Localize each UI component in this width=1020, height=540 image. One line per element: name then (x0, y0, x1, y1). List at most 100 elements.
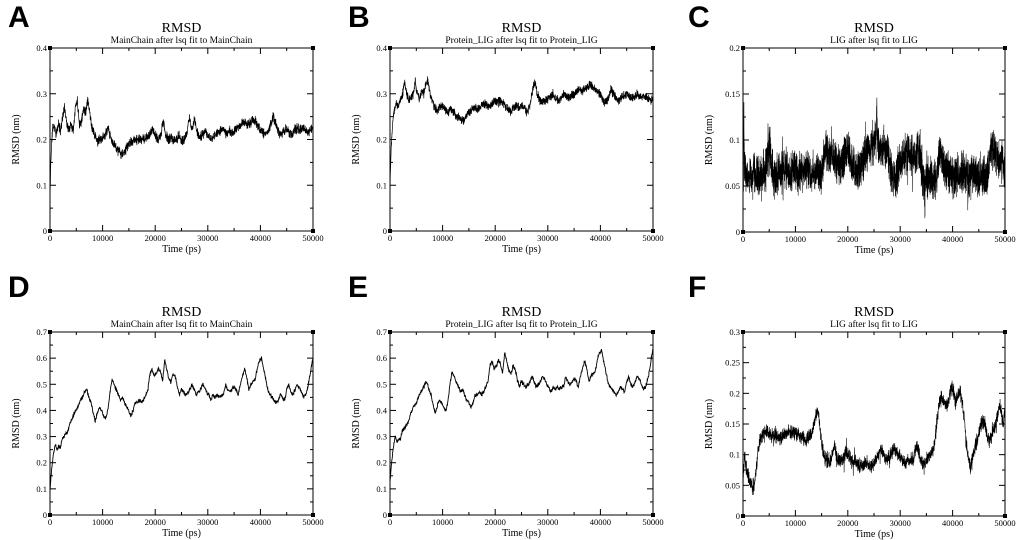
plot-title: RMSD (162, 305, 202, 320)
corner-marker (1003, 230, 1007, 234)
x-tick-label: 10000 (785, 234, 806, 244)
y-tick-label: 0.05 (725, 480, 740, 490)
y-tick-label: 0.4 (36, 43, 47, 53)
x-tick-label: 10000 (92, 233, 113, 243)
corner-marker (388, 330, 392, 334)
plot-subtitle: LIG after lsq fit to LIG (830, 35, 918, 46)
x-tick-label: 40000 (250, 517, 271, 527)
panel-letter-b: B (348, 1, 370, 34)
plot-title: RMSD (502, 21, 542, 36)
x-tick-label: 20000 (485, 233, 506, 243)
x-tick-label: 50000 (642, 233, 663, 243)
panel-d: D 0 10000 20000 30000 40000 50000 0 0.1 0.2 0.3 0.… (0, 270, 340, 540)
plot-title: RMSD (854, 305, 894, 320)
panel-letter-d: D (8, 271, 30, 304)
plot-title: RMSD (854, 21, 894, 36)
x-tick-label: 30000 (197, 233, 218, 243)
y-tick-label: 0.25 (725, 358, 740, 368)
x-tick-label: 30000 (537, 233, 558, 243)
corner-marker (388, 229, 392, 233)
x-tick-label: 0 (741, 234, 745, 244)
plot-subtitle: MainChain after lsq fit to MainChain (111, 35, 253, 46)
x-axis-label: Time (ps) (162, 244, 201, 255)
trace-line (390, 347, 653, 483)
y-tick-label: 0.2 (36, 135, 47, 145)
x-tick-label: 40000 (590, 233, 611, 243)
y-tick-label: 0.7 (376, 327, 387, 337)
y-tick-label: 0.4 (36, 405, 47, 415)
y-axis-label: RMSD (nm) (704, 399, 715, 449)
x-axis-label: Time (ps) (502, 244, 541, 255)
y-tick-label: 0.1 (36, 180, 47, 190)
y-axis-label: RMSD (nm) (704, 115, 715, 165)
x-tick-label: 10000 (432, 517, 453, 527)
trace-line (743, 380, 1005, 496)
corner-marker (311, 229, 315, 233)
rmsd-plot-b: 0 10000 20000 30000 40000 50000 0 0.1 0.2 0.3 0.4 R… (351, 21, 664, 255)
y-tick-label: 0.3 (36, 432, 47, 442)
x-tick-label: 50000 (994, 518, 1015, 528)
x-tick-label: 30000 (537, 517, 558, 527)
x-tick-label: 40000 (942, 234, 963, 244)
x-tick-label: 50000 (642, 517, 663, 527)
panel-a: A 0 10000 20000 30000 40000 50000 0 0.1 0.2 0.3 0.… (0, 0, 340, 270)
rmsd-plot-f: 0 10000 20000 30000 40000 50000 0 0.05 0.1 0.15 0.… (704, 305, 1016, 540)
x-tick-label: 20000 (837, 518, 858, 528)
corner-marker (651, 46, 655, 50)
panel-b: B 0 10000 20000 30000 40000 50000 0 0.1 0.2 0.3 0.… (340, 0, 680, 270)
plot-frame (389, 331, 654, 516)
panel-letter-f: F (688, 271, 707, 304)
panel-letter-a: A (8, 1, 30, 34)
y-tick-label: 0.1 (36, 484, 47, 494)
y-tick-label: 0.05 (725, 181, 740, 191)
rmsd-plot-a: 0 10000 20000 30000 40000 50000 0 0.1 0.2 0.3 0.4 R… (11, 21, 324, 255)
rmsd-plot-c: 0 10000 20000 30000 40000 50000 0 0.05 0.1 0.15 0.… (704, 21, 1016, 256)
plot-subtitle: LIG after lsq fit to LIG (830, 319, 918, 330)
y-tick-label: 0.15 (725, 419, 740, 429)
y-tick-label: 0 (383, 510, 387, 520)
y-tick-label: 0.2 (729, 43, 740, 53)
corner-marker (48, 46, 52, 50)
x-axis-label: Time (ps) (502, 528, 541, 539)
plot-frame (742, 331, 1006, 517)
x-axis-label: Time (ps) (855, 529, 894, 540)
y-tick-label: 0 (736, 227, 740, 237)
corner-marker (1003, 46, 1007, 50)
x-tick-label: 10000 (785, 518, 806, 528)
panel-e: E 0 10000 20000 30000 40000 50000 0 0.1 0.2 0.3 0.… (340, 270, 680, 540)
y-tick-label: 0.1 (376, 180, 387, 190)
corner-marker (311, 46, 315, 50)
x-tick-label: 20000 (145, 233, 166, 243)
x-tick-label: 0 (388, 233, 392, 243)
x-tick-label: 20000 (485, 517, 506, 527)
corner-marker (651, 513, 655, 517)
x-tick-label: 50000 (302, 517, 323, 527)
x-tick-label: 0 (388, 517, 392, 527)
corner-marker (48, 513, 52, 517)
y-tick-label: 0.4 (376, 43, 387, 53)
panel-f: F 0 10000 20000 30000 40000 50000 0 0.05 0.1 0.15… (680, 270, 1020, 540)
corner-marker (388, 513, 392, 517)
x-tick-label: 40000 (942, 518, 963, 528)
x-tick-label: 0 (741, 518, 745, 528)
y-tick-label: 0.3 (376, 432, 387, 442)
rmsd-plot-e: 0 10000 20000 30000 40000 50000 0 0.1 0.2 0.3 0.4 0… (351, 305, 664, 539)
y-axis-label: RMSD (nm) (11, 114, 22, 164)
panel-c: C 0 10000 20000 30000 40000 50000 0 0.05 0.1 0.15… (680, 0, 1020, 270)
panel-letter-e: E (348, 271, 369, 304)
x-tick-label: 30000 (890, 518, 911, 528)
y-tick-label: 0.2 (729, 388, 740, 398)
y-tick-label: 0.1 (376, 484, 387, 494)
corner-marker (1003, 330, 1007, 334)
y-tick-label: 0.6 (376, 353, 387, 363)
y-tick-label: 0.6 (36, 353, 47, 363)
corner-marker (388, 46, 392, 50)
x-tick-label: 20000 (145, 517, 166, 527)
x-tick-label: 0 (48, 517, 52, 527)
y-tick-label: 0 (43, 510, 47, 520)
corner-marker (741, 230, 745, 234)
y-tick-label: 0.7 (36, 327, 47, 337)
corner-marker (651, 229, 655, 233)
y-tick-label: 0.2 (36, 458, 47, 468)
